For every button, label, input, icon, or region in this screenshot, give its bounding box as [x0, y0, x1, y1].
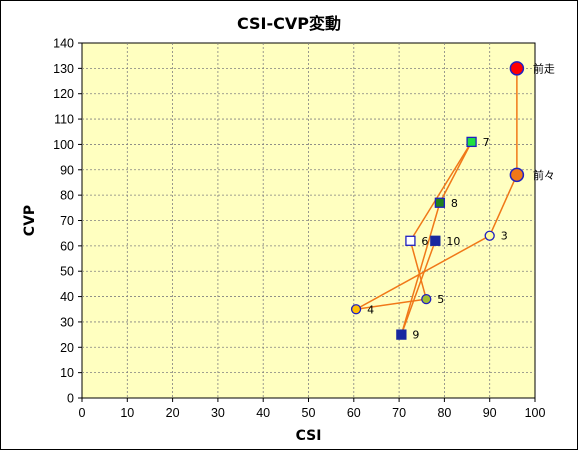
y-tick-label: 140	[53, 37, 74, 51]
x-tick-label: 20	[166, 406, 180, 420]
y-tick-label: 20	[60, 341, 74, 355]
data-points	[350, 61, 525, 340]
data-point	[405, 235, 416, 246]
data-label: 3	[501, 230, 508, 243]
chart-title: CSI-CVP変動	[237, 14, 341, 33]
data-label: 9	[412, 329, 419, 342]
y-tick-label: 110	[54, 113, 74, 127]
y-tick-label: 40	[60, 290, 74, 304]
y-tick-label: 10	[60, 366, 74, 380]
series-segment	[355, 298, 427, 310]
data-label: 7	[483, 136, 490, 149]
data-label: 前々	[533, 168, 555, 182]
x-tick-label: 60	[347, 406, 361, 420]
gridlines	[78, 42, 536, 402]
series-segment	[400, 240, 437, 335]
x-axis-title: CSI	[296, 428, 322, 444]
data-point	[350, 304, 362, 315]
y-tick-label: 130	[53, 62, 74, 76]
data-point	[434, 197, 446, 208]
x-tick-label: 10	[120, 406, 134, 420]
series-segment	[355, 235, 491, 310]
x-tick-label: 100	[525, 406, 546, 420]
y-axis-title: CVP	[22, 205, 38, 236]
data-point	[421, 293, 432, 305]
data-point	[509, 167, 525, 183]
data-label: 6	[421, 235, 428, 248]
series-segment	[439, 141, 473, 204]
y-tick-label: 100	[53, 138, 74, 152]
connecting-lines	[355, 68, 518, 335]
data-label: 4	[367, 303, 374, 316]
x-tick-label: 30	[211, 406, 225, 420]
y-tick-label: 30	[60, 315, 74, 329]
y-tick-label: 0	[67, 392, 74, 406]
x-tick-label: 80	[437, 406, 451, 420]
data-point	[509, 61, 525, 76]
series-segment	[409, 141, 473, 242]
x-tick-label: 0	[79, 406, 86, 420]
x-tick-label: 50	[302, 406, 316, 420]
tick-labels: 0 10 20 30 40 50 60 70 80 90 100 0 10 20 30 40 50 60 70 80 9…	[53, 37, 545, 421]
y-tick-label: 50	[60, 265, 74, 279]
series-segment	[489, 174, 518, 237]
y-tick-label: 60	[60, 239, 74, 253]
x-tick-label: 90	[483, 406, 497, 420]
series-segment	[409, 240, 428, 300]
x-tick-label: 70	[392, 406, 406, 420]
series-segment	[400, 202, 441, 335]
data-point	[466, 136, 477, 148]
data-label: 5	[437, 293, 444, 306]
data-point	[396, 329, 407, 340]
y-tick-label: 90	[60, 163, 74, 177]
x-tick-label: 40	[256, 406, 270, 420]
y-tick-label: 80	[60, 189, 74, 203]
data-point	[430, 235, 441, 246]
data-label: 10	[446, 235, 460, 248]
data-point	[484, 230, 495, 241]
data-label: 8	[451, 197, 458, 210]
y-tick-label: 70	[60, 214, 74, 228]
y-tick-label: 120	[53, 87, 74, 101]
data-label: 前走	[533, 61, 555, 75]
